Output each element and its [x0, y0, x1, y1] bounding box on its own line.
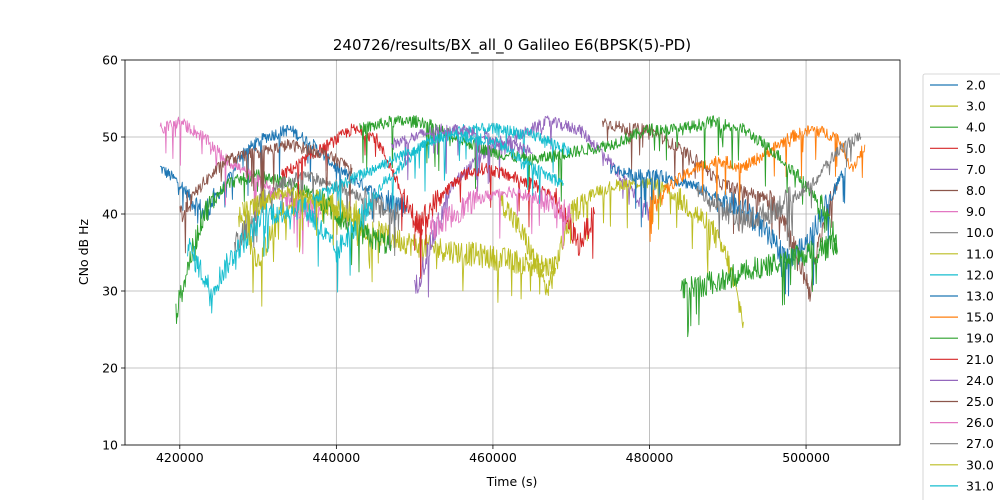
y-tick-label: 10 [102, 438, 118, 453]
legend-label: 31.0 [966, 478, 994, 493]
legend-label: 26.0 [966, 415, 994, 430]
series-line [281, 123, 423, 279]
series-layer [159, 115, 866, 338]
series-line [429, 186, 572, 249]
chart-title: 240726/results/BX_all_0 Galileo E6(BPSK(… [333, 36, 691, 55]
legend-box [922, 73, 1000, 500]
y-tick-label: 20 [102, 361, 118, 376]
x-tick-label: 480000 [626, 450, 674, 465]
legend-label: 21.0 [966, 352, 994, 367]
legend-label: 3.0 [966, 99, 986, 114]
legend-label: 12.0 [966, 267, 994, 282]
legend-label: 8.0 [966, 183, 986, 198]
series-line [649, 125, 866, 242]
legend-label: 2.0 [966, 78, 986, 93]
legend-label: 13.0 [966, 289, 994, 304]
series-line [159, 116, 322, 255]
axis-ticks: 420000 440000 460000 480000 500000 10 20 30 40 50… [102, 53, 830, 466]
series-line [312, 130, 564, 219]
legend-label: 24.0 [966, 373, 994, 388]
y-tick-label: 50 [102, 130, 118, 145]
x-tick-label: 440000 [313, 450, 361, 465]
legend-label: 15.0 [966, 310, 994, 325]
legend-label: 9.0 [966, 204, 986, 219]
legend-label: 7.0 [966, 162, 986, 177]
series-line [179, 138, 353, 254]
legend-label: 25.0 [966, 394, 994, 409]
x-axis-label: Time (s) [486, 474, 538, 489]
y-tick-label: 40 [102, 207, 118, 222]
plot-frame [124, 59, 901, 446]
legend-label: 30.0 [966, 457, 994, 472]
y-tick-label: 30 [102, 284, 118, 299]
legend-label: 10.0 [966, 225, 994, 240]
series-line [500, 177, 744, 329]
legend-label: 4.0 [966, 120, 986, 135]
x-tick-label: 420000 [156, 450, 204, 465]
series-line [238, 189, 557, 307]
legend-label: 11.0 [966, 246, 994, 261]
series-line [187, 122, 572, 314]
y-tick-label: 60 [102, 53, 118, 68]
legend-label: 27.0 [966, 436, 994, 451]
series-line [696, 132, 862, 250]
legend-label: 19.0 [966, 331, 994, 346]
legend: 2.0 3.0 4.0 5.0 7.0 8.0 9.0 10.0 11.0 12.0 13.0 15.… [922, 73, 1000, 500]
x-tick-label: 500000 [782, 450, 830, 465]
series-line [159, 124, 408, 227]
y-axis-label: CNo dB Hz [76, 218, 91, 285]
legend-label: 5.0 [966, 141, 986, 156]
x-tick-label: 460000 [469, 450, 517, 465]
